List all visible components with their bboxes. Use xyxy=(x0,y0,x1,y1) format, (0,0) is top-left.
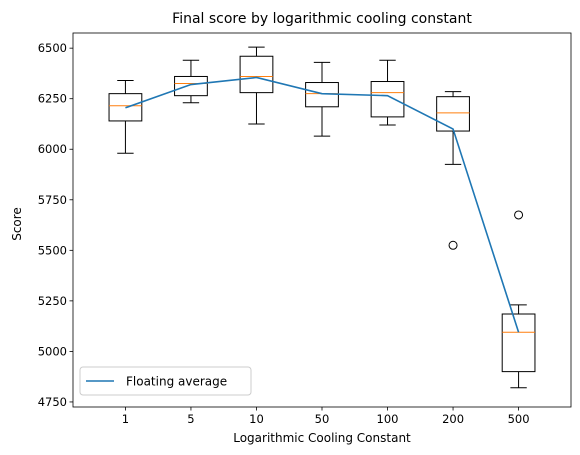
box-iqr xyxy=(108,93,143,122)
y-tick-label: 6000 xyxy=(38,142,67,156)
y-axis-label: Score xyxy=(10,207,24,241)
y-tick-label: 5250 xyxy=(38,294,67,308)
x-axis-label: Logarithmic Cooling Constant xyxy=(233,431,411,445)
y-tick-label: 5750 xyxy=(38,193,67,207)
y-tick-label: 4750 xyxy=(38,395,67,409)
box-50 xyxy=(305,61,339,137)
y-axis: 4750 5000 5250 5500 5750 6000 6250 6500 xyxy=(38,41,73,409)
outlier-point xyxy=(448,240,458,250)
box-100 xyxy=(370,59,405,126)
x-tick-label: 1 xyxy=(122,412,129,426)
box-5 xyxy=(174,59,208,104)
box-500 xyxy=(501,210,536,389)
legend: Floating average xyxy=(79,366,252,396)
box-1 xyxy=(108,80,143,154)
x-axis: 1 5 10 50 100 200 500 xyxy=(122,407,530,426)
x-tick-label: 100 xyxy=(377,412,399,426)
box-10 xyxy=(239,46,274,125)
y-tick-label: 5500 xyxy=(38,243,67,257)
x-tick-label: 200 xyxy=(442,412,464,426)
box-200 xyxy=(436,91,470,250)
box-iqr xyxy=(501,313,536,373)
x-tick-label: 10 xyxy=(249,412,264,426)
plot-frame xyxy=(72,32,572,408)
box-iqr xyxy=(370,81,405,118)
box-iqr xyxy=(239,55,274,94)
outlier-point xyxy=(514,210,524,220)
box-iqr xyxy=(436,96,470,132)
legend-label-floating-average: Floating average xyxy=(126,375,227,389)
floating-average-line xyxy=(125,76,520,333)
plot-area xyxy=(72,32,572,408)
y-tick-label: 6250 xyxy=(38,92,67,106)
chart-title: Final score by logarithmic cooling const… xyxy=(172,11,472,27)
box-iqr xyxy=(174,75,208,97)
legend-box xyxy=(79,366,252,396)
x-tick-label: 500 xyxy=(508,412,530,426)
y-tick-label: 6500 xyxy=(38,41,67,55)
x-tick-label: 50 xyxy=(315,412,330,426)
x-tick-label: 5 xyxy=(187,412,194,426)
y-tick-label: 5000 xyxy=(38,344,67,358)
